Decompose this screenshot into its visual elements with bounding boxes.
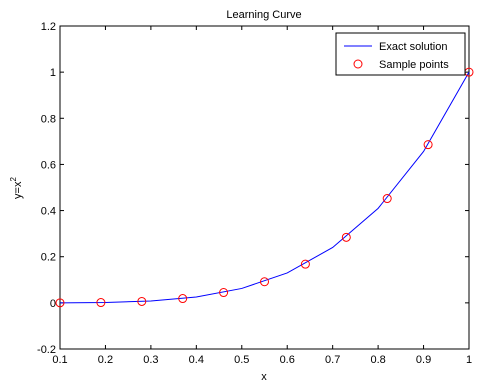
x-tick-label: 0.6 bbox=[280, 354, 295, 366]
sample-point-marker bbox=[382, 194, 392, 204]
x-tick-label: 0.4 bbox=[189, 354, 204, 366]
x-tick-label: 0.5 bbox=[234, 354, 249, 366]
chart-title: Learning Curve bbox=[226, 9, 301, 21]
x-tick-label: 0.7 bbox=[325, 354, 340, 366]
legend: Exact solution Sample points bbox=[335, 32, 466, 76]
sample-point-marker bbox=[423, 140, 433, 150]
x-axis: 0.1 0.2 0.3 0.4 0.5 0.6 0.7 0.8 0.9 1 bbox=[52, 26, 472, 366]
plot-area bbox=[59, 25, 470, 350]
x-tick-label: 0.8 bbox=[370, 354, 385, 366]
y-axis: -0.2 0 0.2 0.4 0.6 0.8 1 1.2 bbox=[37, 21, 469, 356]
legend-entry-sample-points: Sample points bbox=[379, 59, 449, 71]
y-axis-label: y=x2 bbox=[9, 177, 24, 199]
y-tick-label: 1.2 bbox=[41, 21, 56, 33]
y-tick-label: 0.6 bbox=[41, 159, 56, 171]
series-line-exact-solution bbox=[59, 71, 470, 304]
x-tick-label: 1 bbox=[466, 354, 472, 366]
x-tick-label: 0.1 bbox=[52, 354, 67, 366]
x-tick-label: 0.9 bbox=[416, 354, 431, 366]
y-tick-label: 0 bbox=[50, 298, 56, 310]
x-axis-label: x bbox=[261, 371, 267, 383]
x-tick-label: 0.2 bbox=[98, 354, 113, 366]
y-tick-label: 0.8 bbox=[41, 113, 56, 125]
legend-entry-exact-solution: Exact solution bbox=[379, 41, 447, 53]
sample-point-marker bbox=[260, 277, 269, 287]
sample-point-marker bbox=[341, 232, 351, 242]
legend-marker-swatch bbox=[353, 59, 363, 69]
sample-point-marker bbox=[55, 298, 65, 308]
x-tick-label: 0.3 bbox=[143, 354, 158, 366]
sample-point-marker bbox=[96, 298, 106, 308]
sample-point-marker bbox=[300, 259, 310, 269]
y-tick-label: 0.4 bbox=[41, 206, 56, 218]
y-tick-label: 1 bbox=[50, 67, 56, 79]
sample-point-marker bbox=[137, 296, 147, 306]
y-tick-label: 0.2 bbox=[41, 252, 56, 264]
y-tick-label: -0.2 bbox=[37, 344, 56, 356]
sample-point-marker bbox=[219, 288, 229, 298]
sample-point-marker bbox=[178, 294, 188, 304]
